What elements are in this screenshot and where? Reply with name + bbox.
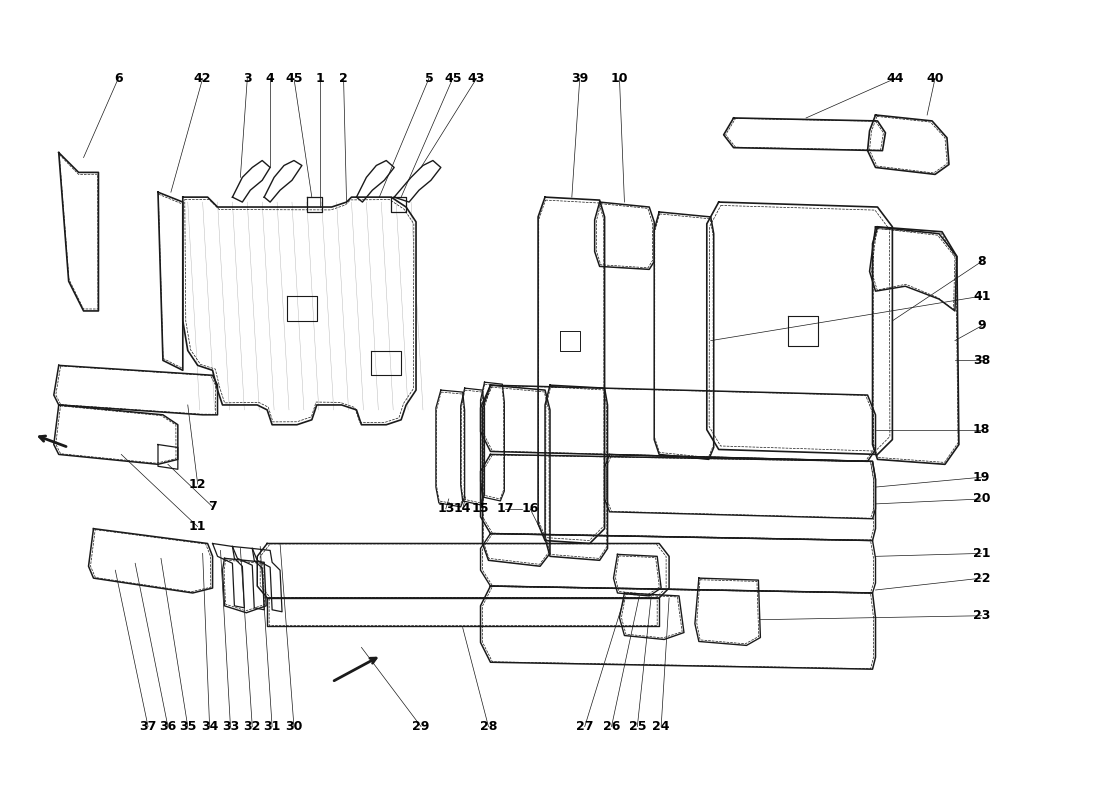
- Text: 44: 44: [887, 72, 904, 85]
- Text: 26: 26: [603, 720, 620, 733]
- Text: 34: 34: [201, 720, 218, 733]
- Text: 33: 33: [222, 720, 239, 733]
- Text: 16: 16: [521, 502, 539, 515]
- Text: 39: 39: [571, 72, 588, 85]
- Text: 18: 18: [974, 423, 990, 436]
- Text: 32: 32: [243, 720, 261, 733]
- Text: 7: 7: [208, 500, 217, 514]
- Text: 5: 5: [425, 72, 433, 85]
- Text: 2: 2: [339, 72, 348, 85]
- Text: 8: 8: [978, 255, 986, 268]
- Text: 45: 45: [444, 72, 462, 85]
- Text: 35: 35: [179, 720, 197, 733]
- Text: 19: 19: [974, 470, 990, 484]
- Text: 20: 20: [974, 493, 990, 506]
- Text: 10: 10: [610, 72, 628, 85]
- Text: 36: 36: [160, 720, 176, 733]
- Text: 31: 31: [263, 720, 280, 733]
- Text: 40: 40: [926, 72, 944, 85]
- Text: 43: 43: [468, 72, 485, 85]
- Text: 30: 30: [285, 720, 303, 733]
- Text: 12: 12: [189, 478, 207, 490]
- Text: 6: 6: [114, 72, 122, 85]
- Text: 17: 17: [496, 502, 514, 515]
- Text: 42: 42: [194, 72, 211, 85]
- Text: 15: 15: [472, 502, 490, 515]
- Text: 9: 9: [978, 319, 986, 332]
- Text: 25: 25: [628, 720, 646, 733]
- Text: 38: 38: [974, 354, 990, 367]
- Text: 24: 24: [652, 720, 670, 733]
- Text: 37: 37: [140, 720, 157, 733]
- Text: 22: 22: [974, 572, 990, 585]
- Text: 23: 23: [974, 610, 990, 622]
- Text: 1: 1: [316, 72, 324, 85]
- Text: 11: 11: [189, 520, 207, 533]
- Text: 21: 21: [974, 547, 990, 560]
- Text: 3: 3: [243, 72, 252, 85]
- Text: 28: 28: [480, 720, 497, 733]
- Text: 29: 29: [412, 720, 430, 733]
- Text: 45: 45: [285, 72, 303, 85]
- Text: 4: 4: [266, 72, 275, 85]
- Text: 27: 27: [576, 720, 594, 733]
- Text: 41: 41: [974, 290, 990, 302]
- Text: 13: 13: [437, 502, 454, 515]
- Text: 14: 14: [454, 502, 472, 515]
